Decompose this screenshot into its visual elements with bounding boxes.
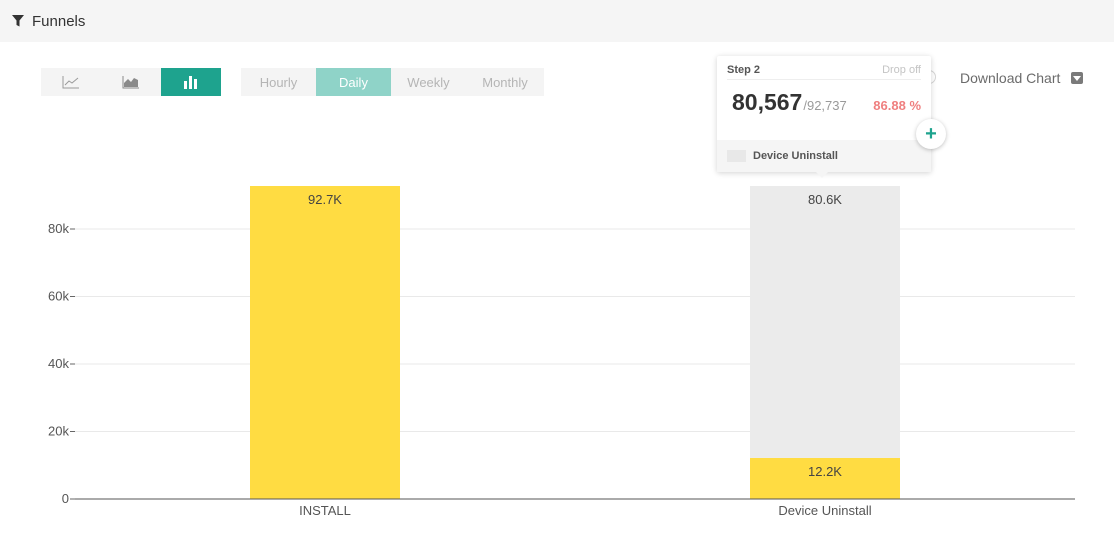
plus-icon: + [925,122,937,145]
chart-type-switcher [41,68,221,96]
tooltip-dropoff-label: Drop off [882,63,921,76]
add-step-button[interactable]: + [916,119,946,149]
bar [750,186,900,458]
tooltip-step-label: Step 2 [727,63,761,76]
y-tick-label: 80k [48,221,69,236]
period-hourly-button[interactable]: Hourly [259,74,298,90]
tooltip-value-row: 80,567 /92,737 [732,89,847,116]
bar-chart-button[interactable] [161,68,221,96]
bar [750,457,900,499]
y-tick-label: 0 [62,491,69,506]
x-tick-label: Device Uninstall [778,503,871,518]
tooltip-series-row: Device Uninstall [717,140,931,172]
period-monthly-button[interactable]: Monthly [482,74,528,90]
funnels-header: Funnels [0,0,1114,42]
bar-data-label: 92.7K [308,192,342,207]
area-chart-icon [122,76,139,89]
step-tooltip: Step 2 Drop off 80,567 /92,737 86.88 % D… [717,56,931,178]
tooltip-value: 80,567 [732,89,803,115]
tooltip-header: Step 2 Drop off [727,60,921,80]
bar [250,186,400,499]
area-chart-button[interactable] [101,68,161,96]
y-tick-label: 60k [48,288,69,303]
filter-funnel-icon [12,15,24,27]
period-daily-button[interactable]: Daily [316,68,391,96]
period-switcher: Hourly Daily Weekly Monthly [241,68,544,96]
tooltip-total: /92,737 [803,98,847,113]
tooltip-series-label: Device Uninstall [753,150,838,162]
caret-down-icon [1071,72,1084,84]
line-chart-button[interactable] [41,68,101,96]
period-weekly-button[interactable]: Weekly [407,74,450,90]
download-chart-button[interactable]: Download Chart [960,70,1084,86]
y-tick-label: 20k [48,423,69,438]
series-swatch [727,150,746,162]
y-tick-label: 40k [48,356,69,371]
bar-chart-icon [184,76,197,89]
bar-data-label: 12.2K [808,464,842,479]
tooltip-percent: 86.88 % [873,98,921,113]
line-chart-icon [62,76,79,89]
page-title: Funnels [32,12,86,30]
download-chart-label: Download Chart [960,70,1061,86]
chart-toolbar: Hourly Daily Weekly Monthly [41,68,544,96]
tooltip-pointer [816,172,828,178]
x-tick-label: INSTALL [299,503,351,518]
bar-data-label: 80.6K [808,192,842,207]
